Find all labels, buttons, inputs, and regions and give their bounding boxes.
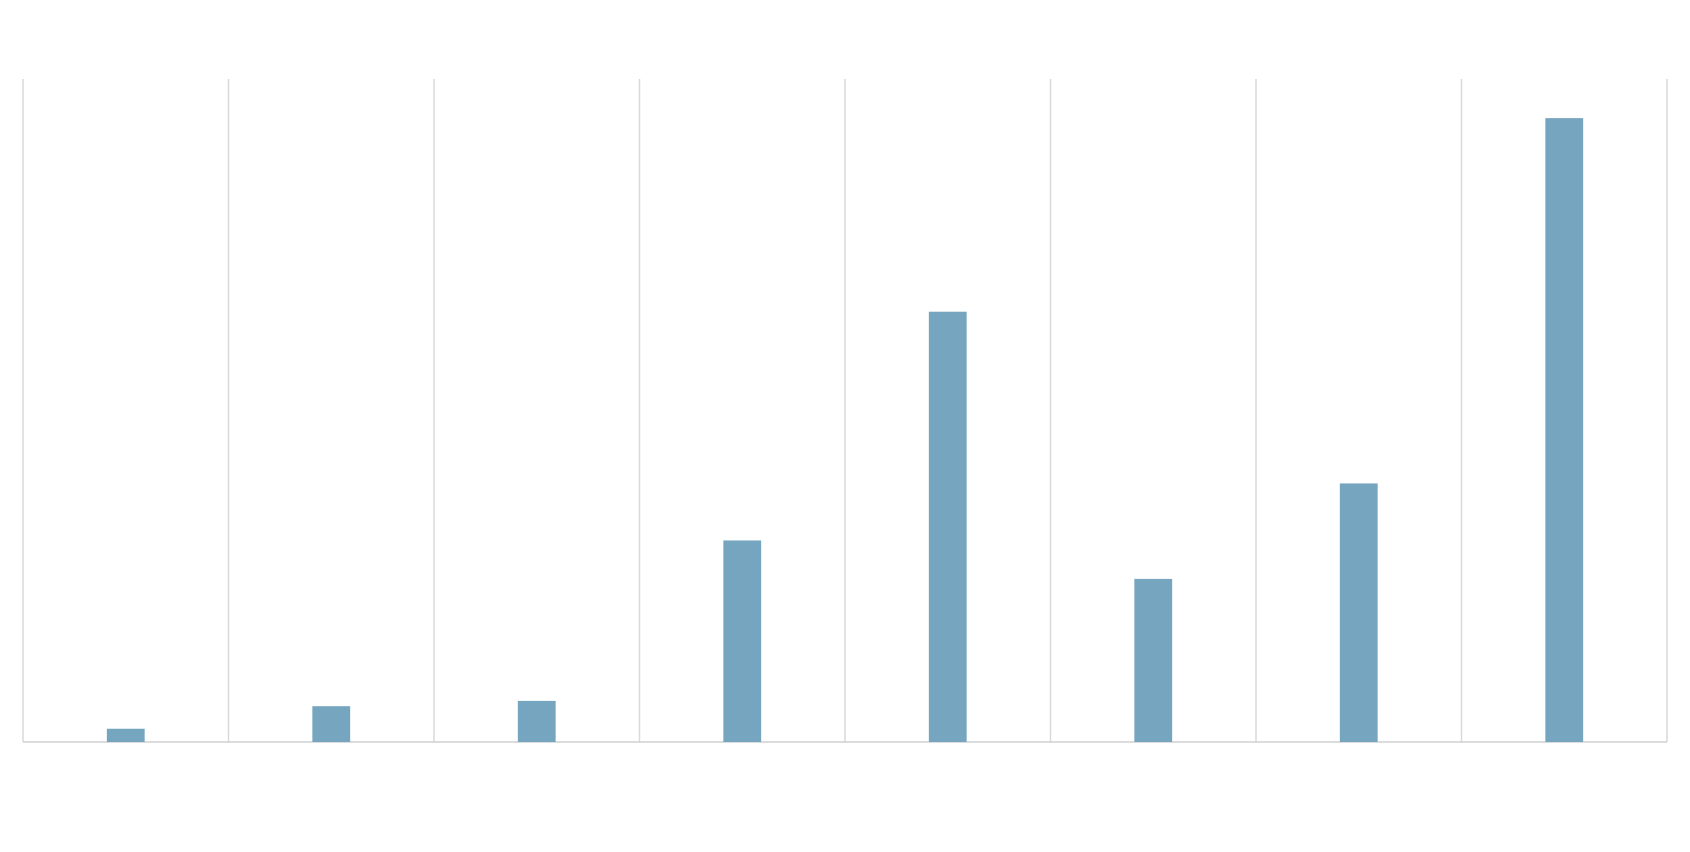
bar	[517, 700, 556, 742]
bar	[312, 706, 351, 742]
bar	[928, 311, 967, 742]
bar	[1545, 118, 1584, 742]
bar	[1134, 578, 1173, 742]
bar	[106, 728, 145, 742]
bar	[1339, 483, 1378, 742]
bar	[723, 540, 762, 742]
